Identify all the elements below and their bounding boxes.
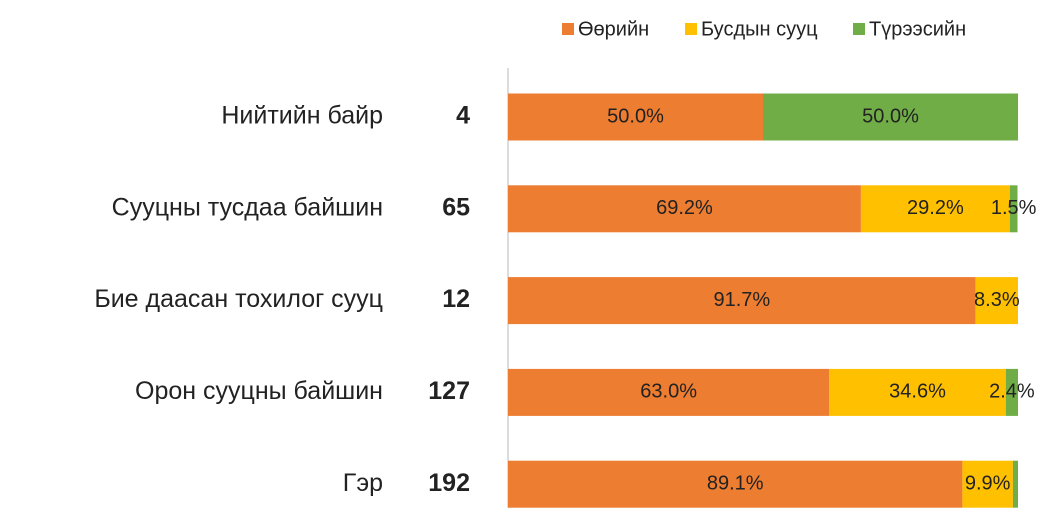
count-label: 65 <box>442 193 470 221</box>
value-label: 50.0% <box>607 105 664 127</box>
bar-segment <box>763 93 1018 141</box>
value-label: 69.2% <box>656 197 713 219</box>
bar-segment <box>975 277 1018 325</box>
legend-swatch <box>562 23 574 35</box>
category-label: Орон сууцны байшин <box>135 377 383 405</box>
value-label: 91.7% <box>713 289 770 311</box>
value-label: 1.5% <box>991 197 1037 219</box>
legend-label: Бусдын сууц <box>701 18 818 40</box>
legend-label: Өөрийн <box>578 18 649 40</box>
category-label: Гэр <box>343 469 383 497</box>
bar-segment <box>962 460 1013 508</box>
bar-segment <box>1009 185 1018 233</box>
count-label: 4 <box>456 102 470 130</box>
value-label: 8.3% <box>974 289 1020 311</box>
count-label: 12 <box>442 285 470 313</box>
bar-segment <box>508 460 963 508</box>
legend-swatch <box>685 23 697 35</box>
value-label: 29.2% <box>907 197 964 219</box>
bar-segment <box>1012 460 1018 508</box>
count-label: 127 <box>428 377 470 405</box>
bar-segment <box>508 368 830 416</box>
value-label: 89.1% <box>707 472 764 494</box>
value-label: 9.9% <box>965 472 1011 494</box>
category-label: Нийтийн байр <box>221 102 383 130</box>
bar-segment <box>508 277 976 325</box>
bar-segment <box>829 368 1006 416</box>
bar-segment <box>860 185 1010 233</box>
value-label: 2.4% <box>989 381 1035 403</box>
value-label: 63.0% <box>640 381 697 403</box>
value-label: 34.6% <box>889 381 946 403</box>
bar-segment <box>508 185 861 233</box>
category-label: Сууцны тусдаа байшин <box>112 193 383 221</box>
category-label: Бие даасан тохилог сууц <box>94 285 383 313</box>
count-label: 192 <box>428 469 470 497</box>
bar-segment <box>508 93 763 141</box>
bar-segment <box>1005 368 1018 416</box>
legend-label: Түрээсийн <box>869 18 966 40</box>
legend-swatch <box>853 23 865 35</box>
value-label: 50.0% <box>862 105 919 127</box>
